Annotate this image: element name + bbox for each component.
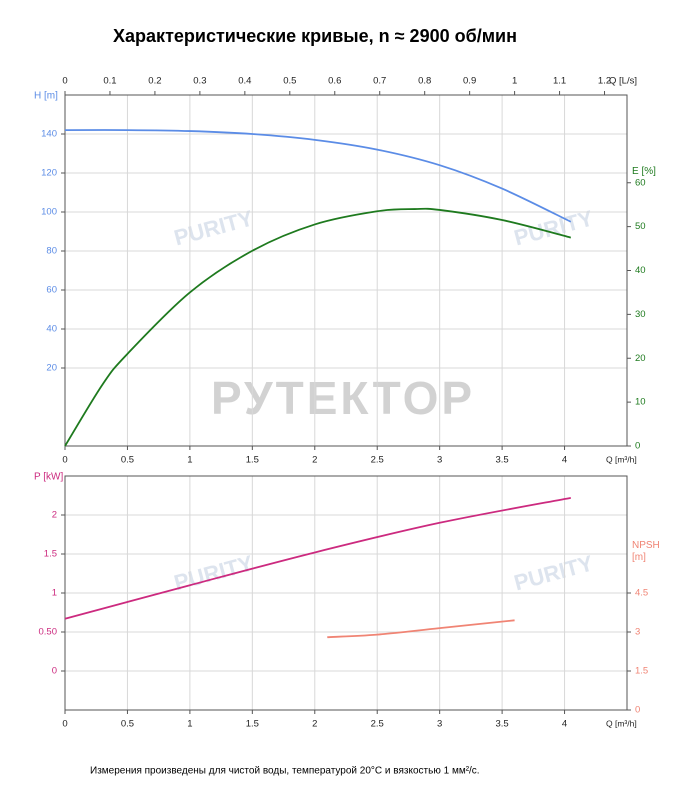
x2-tick-label: 0.3 [193,76,206,87]
x-tick-label: 3 [437,719,442,730]
logo-watermark: PURITY [171,550,256,595]
line-series [64,207,572,447]
y-tick-label: 40 [46,324,57,335]
y-tick-label: 0.50 [39,627,58,638]
x-axis-label: Q [m³/h] [606,454,637,464]
y-axis-label: P [kW] [34,472,63,483]
x2-tick-label: 0.6 [328,76,341,87]
x2-tick-label: 0.2 [148,76,161,87]
x-tick-label: 0 [62,719,67,730]
x-tick-label: 4 [562,455,567,466]
x-tick-label: 2.5 [371,719,384,730]
y-tick-label: 120 [41,168,57,179]
y2-tick-label: 4.5 [635,588,648,599]
line-series [64,496,571,620]
line-series [327,619,515,639]
x-tick-label: 1 [187,719,192,730]
x-tick-label: 3 [437,455,442,466]
y-tick-label: 60 [46,285,57,296]
y2-tick-label: 0 [635,705,640,716]
x-tick-label: 2 [312,455,317,466]
x2-tick-label: 1.1 [553,76,566,87]
y-tick-label: 0 [52,666,57,677]
x-tick-label: 2.5 [371,455,384,466]
x2-axis-label: Q [L/s] [609,76,637,87]
x-tick-label: 0 [62,455,67,466]
y2-tick-label: 1.5 [635,666,648,677]
y2-tick-label: 10 [635,397,646,408]
y-tick-label: 100 [41,207,57,218]
y2-tick-label: 20 [635,353,646,364]
x2-tick-label: 0.1 [103,76,116,87]
y2-tick-label: 40 [635,265,646,276]
y-tick-label: 2 [52,510,57,521]
x-tick-label: 2 [312,719,317,730]
x-tick-label: 3.5 [496,455,509,466]
x2-tick-label: 0.4 [238,76,251,87]
x2-tick-label: 1.2 [598,76,611,87]
y-tick-label: 1 [52,588,57,599]
y2-axis-label: NPSH [m] [632,540,660,563]
chart-title: Характеристические кривые, n ≈ 2900 об/м… [113,26,517,46]
x-tick-label: 0.5 [121,719,134,730]
x2-tick-label: 0 [62,76,67,87]
y-tick-label: 80 [46,246,57,257]
x2-tick-label: 0.7 [373,76,386,87]
watermark: РУТЕКТОР [211,372,475,424]
x-tick-label: 1.5 [246,455,259,466]
y-tick-label: 20 [46,363,57,374]
y2-tick-label: 50 [635,221,646,232]
line-series [64,129,572,223]
y2-tick-label: 30 [635,309,646,320]
x2-tick-label: 0.5 [283,76,296,87]
x-axis-label: Q [m³/h] [606,718,637,728]
x2-tick-label: 0.9 [463,76,476,87]
footnote: Измерения произведены для чистой воды, т… [90,766,480,777]
y-tick-label: 1.5 [44,549,57,560]
y2-tick-label: 0 [635,441,640,452]
x2-tick-label: 0.8 [418,76,431,87]
y2-tick-label: 60 [635,177,646,188]
x-tick-label: 0.5 [121,455,134,466]
x-tick-label: 3.5 [496,719,509,730]
y-tick-label: 140 [41,129,57,140]
y2-axis-label: E [%] [632,166,656,177]
x-tick-label: 1 [187,455,192,466]
logo-watermark: PURITY [511,550,596,595]
x-tick-label: 1.5 [246,719,259,730]
x-tick-label: 4 [562,719,567,730]
x2-tick-label: 1 [512,76,517,87]
y2-tick-label: 3 [635,627,640,638]
y-axis-label: H [m] [34,91,58,102]
